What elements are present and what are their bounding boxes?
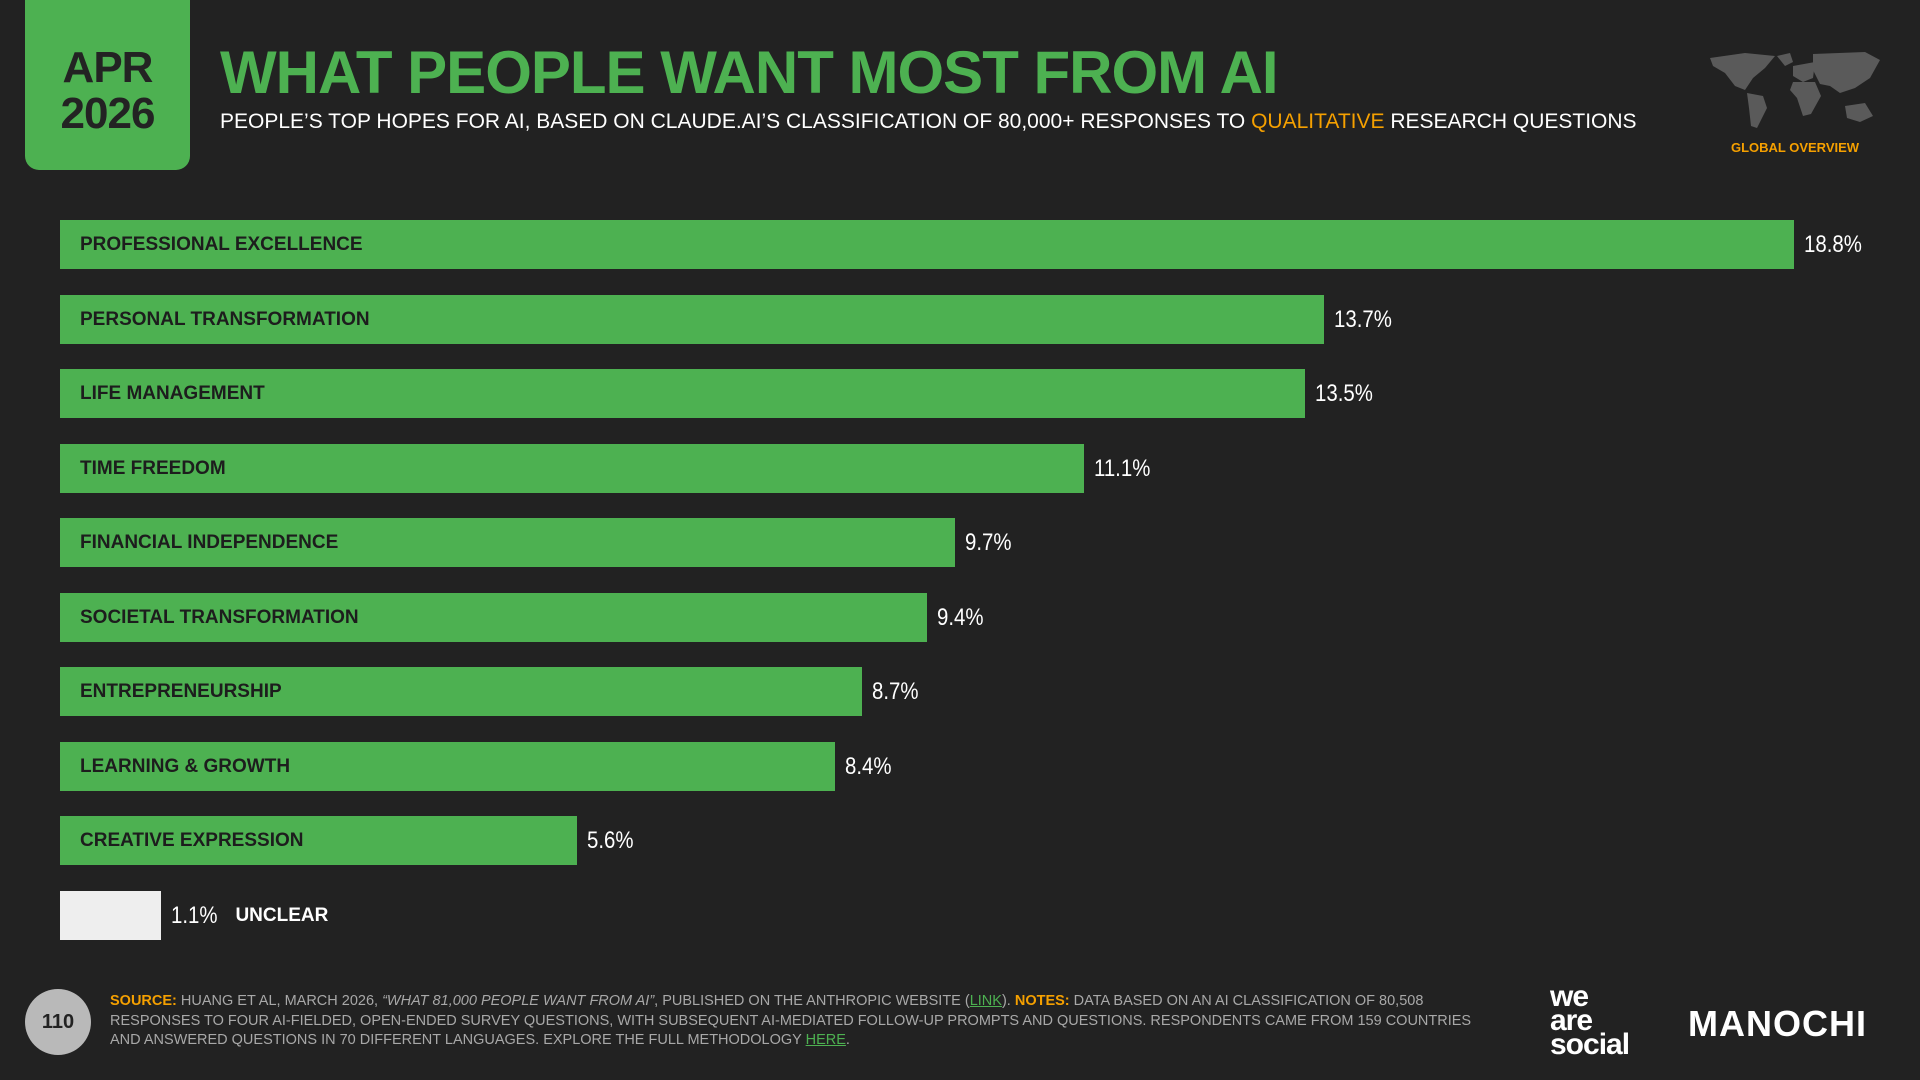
bar <box>60 443 1084 493</box>
bar-category-label: ENTREPRENEURSHIP <box>80 681 282 702</box>
bar-category-label: LEARNING & GROWTH <box>80 755 291 777</box>
source-title: “WHAT 81,000 PEOPLE WANT FROM AI” <box>382 993 655 1009</box>
manochi-logo: MANOCHI <box>1688 1003 1867 1044</box>
subtitle-text-end: RESEARCH QUESTIONS <box>1384 110 1637 133</box>
page-subtitle: PEOPLE’S TOP HOPES FOR AI, BASED ON CLAU… <box>220 110 1637 134</box>
source-text-2: , PUBLISHED ON THE ANTHROPIC WEBSITE ( <box>654 993 970 1009</box>
page-title: WHAT PEOPLE WANT MOST FROM AI <box>220 39 1279 106</box>
bar <box>60 294 1324 344</box>
date-year: 2026 <box>60 89 156 138</box>
bar-category-label: CREATIVE EXPRESSION <box>80 830 304 851</box>
date-badge: APR 2026 <box>25 0 190 170</box>
methodology-link[interactable]: HERE <box>805 1032 846 1048</box>
bar-value-label: 11.1% <box>1093 454 1151 482</box>
subtitle-highlight: QUALITATIVE <box>1251 110 1385 133</box>
bar-category-label: PERSONAL TRANSFORMATION <box>80 308 370 330</box>
logo-word: social <box>1550 1028 1630 1061</box>
source-label: SOURCE: <box>110 993 177 1009</box>
bar-value-label: 8.4% <box>844 752 892 780</box>
bar-value-label: 13.7% <box>1333 305 1392 333</box>
bar-value-label: 1.1% <box>171 901 218 929</box>
footer-notes: SOURCE: HUANG ET AL, MARCH 2026, “WHAT 8… <box>110 992 1500 1051</box>
logo-word: are <box>1550 1004 1593 1037</box>
bar <box>60 220 1794 269</box>
bar <box>60 741 835 791</box>
page-number: 110 <box>25 989 91 1055</box>
date-month: APR <box>62 43 154 92</box>
bar-value-label: 5.6% <box>586 827 633 854</box>
logo-word: we <box>1550 980 1589 1013</box>
bar <box>60 369 1306 418</box>
bar-value-label: 13.5% <box>1315 380 1374 407</box>
bar-value-label: 18.8% <box>1804 231 1862 258</box>
notes-text: DATA BASED ON AN AI CLASSIFICATION OF 80… <box>110 993 1472 1048</box>
subtitle-text: PEOPLE’S TOP HOPES FOR AI, BASED ON CLAU… <box>220 110 1252 133</box>
source-link[interactable]: LINK <box>969 993 1002 1009</box>
bar <box>60 592 927 642</box>
bar-category-label: FINANCIAL INDEPENDENCE <box>80 532 339 553</box>
world-map-icon <box>1710 52 1880 128</box>
bar-category-label: LIFE MANAGEMENT <box>80 383 265 404</box>
source-text-3: ). <box>1001 993 1015 1009</box>
bar-value-label: 9.4% <box>937 603 984 631</box>
notes-end: . <box>845 1032 850 1048</box>
bar <box>60 890 162 940</box>
bar-category-label: TIME FREEDOM <box>80 457 226 479</box>
bar-value-label: 9.7% <box>964 529 1012 556</box>
bar <box>60 667 863 716</box>
bar <box>60 816 577 865</box>
bar-category-label: PROFESSIONAL EXCELLENCE <box>80 234 363 255</box>
bar <box>60 518 955 567</box>
bar-category-label: SOCIETAL TRANSFORMATION <box>80 606 359 628</box>
region-label: GLOBAL OVERVIEW <box>1730 140 1860 155</box>
source-text: HUANG ET AL, MARCH 2026, <box>176 993 383 1009</box>
notes-label: NOTES: <box>1014 993 1070 1009</box>
we-are-social-logo: we are social <box>1550 980 1630 1061</box>
bar-value-label: 8.7% <box>872 678 919 705</box>
bar-category-label: UNCLEAR <box>235 904 329 926</box>
